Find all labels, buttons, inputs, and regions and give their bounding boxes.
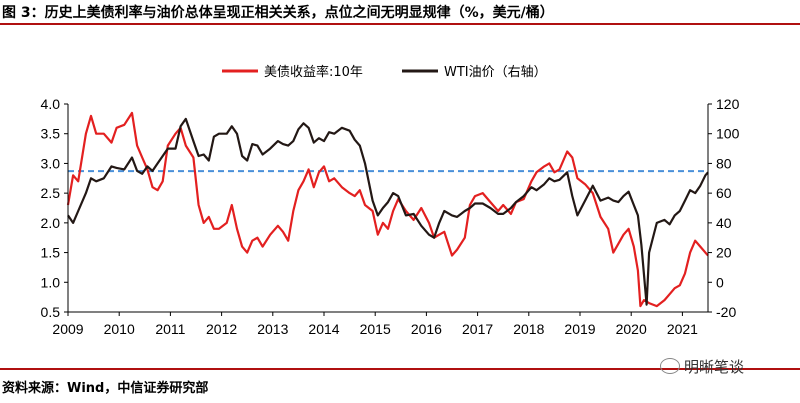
y-left-tick-label: 1.0 xyxy=(41,274,61,290)
plot-area xyxy=(66,111,709,308)
y-left-tick-label: 3.5 xyxy=(41,126,61,142)
series-line-2 xyxy=(67,117,709,306)
x-tick-label: 2011 xyxy=(155,321,185,337)
legend-label-1: 美债收益率:10年 xyxy=(264,64,363,80)
x-tick-label: 2018 xyxy=(513,321,544,337)
y-right-tick-label: 20 xyxy=(716,245,732,261)
y-right-tick-label: 60 xyxy=(716,185,732,201)
y-right-tick-label: 100 xyxy=(716,126,740,142)
chart-svg: 美债收益率:10年 WTI油价（右轴） 4.0 3.5 3.0 2.5 2.0 1.5 1.0… xyxy=(41,64,740,337)
figure-title: 图 3：历史上美债利率与油价总体呈现正相关关系，点位之间无明显规律（%，美元/桶… xyxy=(2,5,554,21)
y-right-tick-label: 40 xyxy=(716,215,732,231)
series-line-1 xyxy=(66,111,709,308)
legend-label-2: WTI油价（右轴） xyxy=(444,65,547,80)
y-left-tick-label: 2.0 xyxy=(41,215,61,231)
y-left-tick-label: 3.0 xyxy=(41,155,61,171)
watermark-text: 明晰笔谈 xyxy=(684,358,745,376)
y-right-tick-label: 120 xyxy=(716,96,740,112)
source-note: 资料来源：Wind，中信证券研究部 xyxy=(2,381,209,396)
y-left-tick-label: 1.5 xyxy=(41,245,61,261)
x-tick-label: 2014 xyxy=(308,321,339,337)
chart-axes: 4.0 3.5 3.0 2.5 2.0 1.5 1.0 0.5 120 100 80 60 40 20 0 -… xyxy=(41,96,740,337)
wechat-icon xyxy=(660,358,680,374)
y-left-tick-label: 0.5 xyxy=(41,304,61,320)
top-rule xyxy=(0,23,800,25)
x-tick-label: 2021 xyxy=(667,321,698,337)
x-tick-label: 2009 xyxy=(52,321,83,337)
y-right-tick-label: 0 xyxy=(716,274,724,290)
x-tick-label: 2017 xyxy=(462,321,493,337)
y-left-tick-label: 4.0 xyxy=(41,96,61,112)
x-tick-label: 2019 xyxy=(564,321,595,337)
x-tick-label: 2020 xyxy=(616,321,647,337)
chart-legend: 美债收益率:10年 WTI油价（右轴） xyxy=(222,64,547,80)
x-tick-label: 2012 xyxy=(206,321,237,337)
x-tick-label: 2013 xyxy=(257,321,288,337)
x-tick-label: 2015 xyxy=(360,321,391,337)
watermark: 明晰笔谈 xyxy=(660,356,744,377)
x-tick-label: 2016 xyxy=(411,321,442,337)
y-right-tick-label: -20 xyxy=(716,304,736,320)
y-right-tick-label: 80 xyxy=(716,155,732,171)
bottom-rule xyxy=(0,368,800,370)
x-tick-label: 2010 xyxy=(104,321,135,337)
y-left-tick-label: 2.5 xyxy=(41,185,61,201)
